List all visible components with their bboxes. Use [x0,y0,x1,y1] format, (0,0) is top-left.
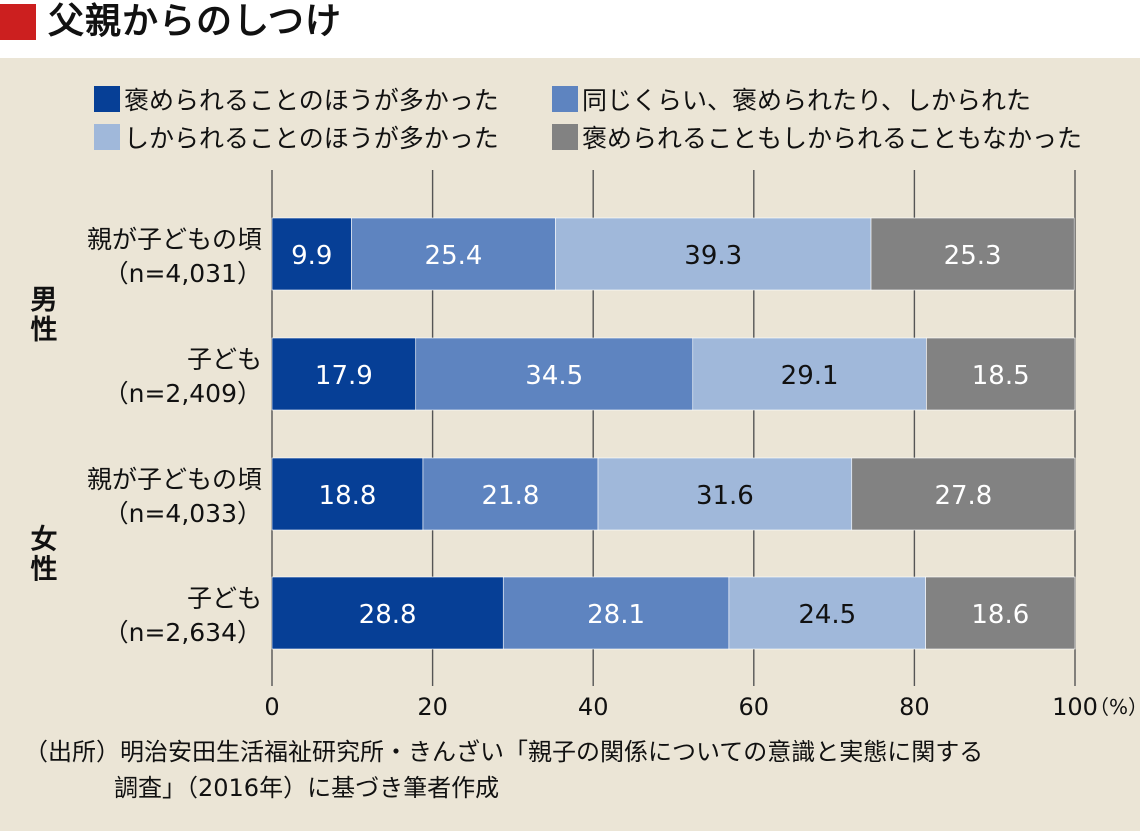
bar-segment-r3-s2 [728,576,926,650]
bar-segment-r0-s3 [870,217,1075,291]
bar-segment-r2-s1 [422,457,599,531]
x-tick-60: 60 [739,693,770,721]
row-label-1-line1: 子ども [187,345,262,374]
row-label-0-line2: （n=4,031） [104,259,262,288]
x-tick-0: 0 [264,693,279,721]
bar-segment-r1-s3 [926,337,1076,411]
legend-item-praised-more: 褒められることのほうが多かった [94,82,499,116]
value-label-r1-s3: 18.5 [972,361,1030,391]
bar-segment-r3-s3 [925,576,1076,650]
source-line-2: 調査」（2016年）に基づき筆者作成 [114,774,500,802]
legend-item-neither: 褒められることもしかられることもなかった [552,120,1082,154]
legend-swatch-same [552,86,578,112]
bar-segment-r2-s3 [851,457,1076,531]
legend-swatch-praised-more [94,86,120,112]
value-label-r0-s1: 25.4 [425,241,483,271]
bar-segments [271,217,1076,650]
bar-segment-r1-s0 [271,337,417,411]
value-label-r1-s2: 29.1 [781,361,839,391]
row-labels: 親が子どもの頃 （n=4,031） 子ども （n=2,409） 親が子どもの頃 （n=4,… [87,225,262,647]
legend-label-same: 同じくらい、褒められたり、しかられた [582,86,1032,115]
legend-label-scolded-more: しかられることのほうが多かった [124,124,499,153]
legend-label-neither: 褒められることもしかられることもなかった [582,124,1083,153]
value-label-r0-s0: 9.9 [291,241,332,271]
x-tick-80: 80 [899,693,930,721]
stacked-bar-chart: 9.9 25.4 39.3 25.3 17.9 34.5 29.1 18.5 18.8 21.8 3… [31,170,1140,721]
value-label-r1-s1: 34.5 [525,361,583,391]
value-label-r0-s3: 25.3 [944,241,1002,271]
value-label-r2-s2: 31.6 [696,481,754,511]
x-tick-20: 20 [417,693,448,721]
page-title: 父親からのしつけ [48,1,342,42]
legend-label-praised-more: 褒められることのほうが多かった [124,86,499,115]
chart-panel [0,58,1140,831]
row-label-3-line1: 子ども [187,584,262,613]
bar-segment-r1-s2 [692,337,927,411]
value-label-r3-s0: 28.8 [359,600,417,630]
value-label-r3-s1: 28.1 [587,600,645,630]
row-label-2-line2: （n=4,033） [104,499,262,528]
row-label-2-line1: 親が子どもの頃 [87,465,262,494]
bar-segment-r1-s1 [415,337,694,411]
value-label-r2-s1: 21.8 [482,481,540,511]
bar-segment-r2-s0 [271,457,424,531]
value-label-r0-s2: 39.3 [684,241,742,271]
legend-item-scolded-more: しかられることのほうが多かった [94,120,499,154]
bar-segment-r0-s2 [555,217,872,291]
legend-swatch-scolded-more [94,124,120,150]
row-label-3-line2: （n=2,634） [104,618,262,647]
source-line-1: （出所）明治安田生活福祉研究所・きんざい「親子の関係についての意識と実態に関する [24,738,984,766]
value-label-r2-s0: 18.8 [319,481,377,511]
bar-segment-r0-s0 [271,217,352,291]
x-tick-100: 100 [1052,693,1098,721]
group-label-1: 女性 [31,524,58,586]
value-label-r2-s3: 27.8 [934,481,992,511]
x-unit-label: （%） [1089,695,1140,719]
group-label-0: 男性 [31,285,58,346]
bar-segment-r3-s1 [502,576,730,650]
header: 父親からのしつけ [0,0,1140,58]
legend-swatch-neither [552,124,578,150]
value-labels: 9.9 25.4 39.3 25.3 17.9 34.5 29.1 18.5 18.8 21.8 3… [291,241,1030,630]
value-label-r3-s3: 18.6 [971,600,1029,630]
bar-segment-r2-s2 [597,457,853,531]
title-marker [0,4,36,40]
source-note: （出所）明治安田生活福祉研究所・きんざい「親子の関係についての意識と実態に関する… [24,734,983,806]
row-label-1-line2: （n=2,409） [104,379,262,408]
value-label-r1-s0: 17.9 [315,361,373,391]
bar-segment-r3-s0 [271,576,504,650]
value-label-r3-s2: 24.5 [798,600,856,630]
bar-segment-r0-s1 [351,217,556,291]
row-label-0-line1: 親が子どもの頃 [87,225,262,254]
x-tick-40: 40 [578,693,609,721]
x-axis-ticks: 0 20 40 60 80 100（%） [264,693,1140,721]
legend-item-same: 同じくらい、褒められたり、しかられた [552,82,1031,116]
